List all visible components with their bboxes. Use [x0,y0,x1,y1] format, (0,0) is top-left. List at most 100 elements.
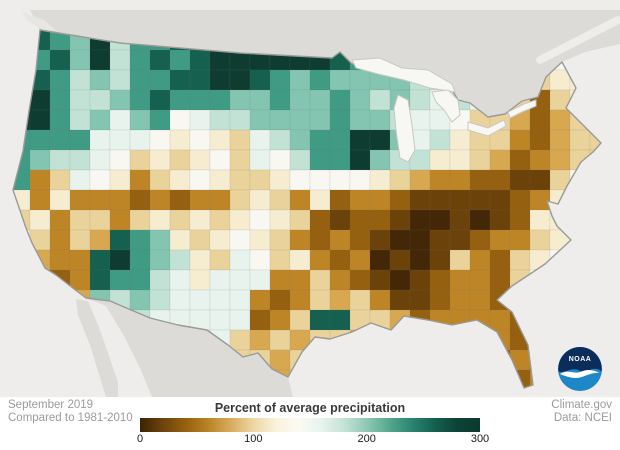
canada-landmass [30,10,620,117]
climate-division-cell [49,149,71,171]
climate-division-cell [529,109,551,131]
climate-division-cell [249,149,271,171]
climate-division-cell [189,169,211,191]
climate-division-cell [149,269,171,291]
climate-division-cell [29,169,51,191]
site-label: Climate.gov [551,399,612,411]
climate-division-cell [469,289,491,311]
climate-division-cell [229,289,251,311]
climate-division-cell [169,129,191,151]
climate-division-cell [109,149,131,171]
climate-division-cell [269,129,291,151]
climate-division-cell [149,89,171,111]
climate-division-cell [249,269,271,291]
climate-division-cell [329,129,351,151]
climate-division-cell [189,129,211,151]
climate-division-cell [309,189,331,211]
climate-division-cell [369,269,391,291]
climate-division-cell [269,189,291,211]
climate-division-cell [209,229,231,251]
period-label: September 2019 [8,399,94,411]
climate-division-cell [249,229,271,251]
climate-division-cell [489,149,511,171]
climate-division-cell [129,89,151,111]
noaa-logo-sky [558,347,602,373]
climate-division-cell [349,289,371,311]
climate-division-cell [129,249,151,271]
climate-division-cell [229,69,251,91]
climate-division-cell [169,249,191,271]
climate-division-cell [369,149,391,171]
climate-division-cell [249,249,271,271]
climate-division-cell [349,209,371,231]
climate-division-cell [229,309,251,331]
climate-division-cell [429,249,451,271]
climate-division-cell [309,169,331,191]
climate-division-cell [189,109,211,131]
climate-division-cell [309,269,331,291]
climate-division-cell [569,129,591,151]
climate-division-cell [129,69,151,91]
climate-division-cell [309,69,331,91]
climate-division-cell [69,229,91,251]
climate-division-cell [169,69,191,91]
st-lawrence-river [536,16,620,64]
climate-division-cell [529,149,551,171]
climate-division-cell [29,109,51,131]
climate-division-cell [109,209,131,231]
lake-ontario [507,99,537,119]
climate-division-cell [409,289,431,311]
climate-division-cell [249,209,271,231]
climate-division-cell [369,289,391,311]
climate-division-cell [509,129,531,151]
climate-division-cell [409,169,431,191]
climate-division-cell [209,289,231,311]
climate-division-cell [329,209,351,231]
climate-division-cell [69,269,91,291]
climate-division-cell [289,89,311,111]
climate-division-cell [89,109,111,131]
climate-division-cell [329,109,351,131]
climate-division-cell [109,169,131,191]
climate-division-cell [229,229,251,251]
climate-division-cell [49,49,71,71]
climate-division-cell [349,89,371,111]
climate-division-cell [49,169,71,191]
footer-bar: September 2019 Compared to 1981-2010 Per… [0,397,620,450]
climate-division-cell [489,249,511,271]
climate-division-cell [429,289,451,311]
noaa-logo-gull [560,370,600,378]
climate-division-cell [329,269,351,291]
climate-division-cell [169,169,191,191]
map-attribution: Climate.gov Data: NCEI [551,399,612,425]
climate-division-cell [549,69,571,91]
climate-division-cell [169,49,191,71]
climate-division-cell [549,129,571,151]
us-border-outline [12,29,602,389]
climate-division-cell [429,189,451,211]
climate-division-cell [449,189,471,211]
climate-division-cell [209,89,231,111]
climate-division-cell [229,329,251,351]
climate-division-cell [149,229,171,251]
climate-division-cell [109,269,131,291]
climate-division-cell [129,49,151,71]
climate-division-cell [529,229,551,251]
climate-division-cell [129,169,151,191]
climate-division-cell [129,149,151,171]
climate-division-cell [369,229,391,251]
climate-division-cell [429,129,451,151]
climate-division-cell [89,189,111,211]
legend-colorbar [140,418,480,432]
noaa-logo: NOAA [558,347,602,391]
climate-division-cell [229,89,251,111]
climate-division-cell [289,209,311,231]
climate-division-cell [449,229,471,251]
climate-division-cell [289,309,311,331]
us-precipitation-map [0,0,620,397]
climate-division-cell [389,249,411,271]
climate-division-cell [69,69,91,91]
climate-division-cell [249,129,271,151]
climate-division-cell [329,69,351,91]
climate-division-cell [429,169,451,191]
